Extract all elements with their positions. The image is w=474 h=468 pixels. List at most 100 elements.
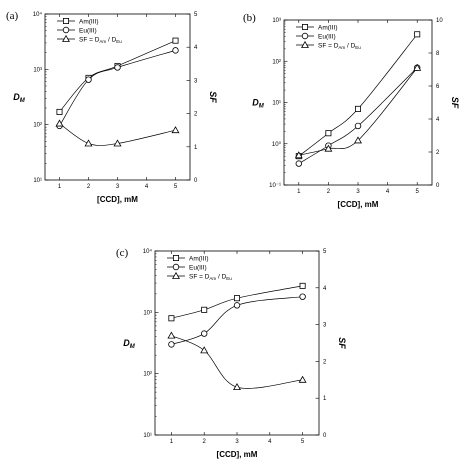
y-left-axis-title-sub: M: [20, 98, 26, 104]
chart-panel-3: (c) 1 2 3 4 5 10¹ 10² 10³ 10⁴ 0 1 2 3 4 5 [CCD], mM DM SF A…: [116, 247, 347, 459]
data-point-triangle: [324, 144, 333, 152]
y-right-tick-label: 3: [323, 323, 327, 329]
data-point-square: [325, 130, 332, 137]
x-axis-title: [CCD], mM: [97, 195, 138, 204]
legend-label-main: SF = D: [79, 36, 100, 43]
legend-label-sub2: Eu: [355, 45, 361, 50]
legend-marker-square: [301, 23, 308, 30]
y-right-tick-label: 5: [323, 249, 327, 255]
data-point-square: [414, 31, 421, 38]
y-left-tick-label: 10²: [33, 123, 42, 129]
legend-label-main: Eu(III): [189, 264, 207, 271]
series-line-square: [171, 285, 303, 319]
x-tick-label: 2: [327, 189, 331, 195]
x-tick-label: 2: [87, 184, 91, 190]
y-left-tick-label: 10²: [143, 372, 152, 378]
legend-label-main: Am(III): [318, 24, 338, 31]
data-point-triangle: [171, 126, 180, 134]
y-left-axis-title-sub: M: [130, 344, 136, 350]
y-left-axis-title-main: D: [123, 338, 130, 348]
y-right-tick-label: 5: [194, 12, 198, 18]
y-right-tick-label: 3: [194, 78, 198, 84]
y-left-axis-title-main: D: [252, 98, 259, 108]
data-point-square: [172, 37, 179, 44]
y-left-tick-label: 10³: [33, 67, 42, 73]
x-tick-label: 2: [203, 439, 207, 445]
series-line-circle: [171, 296, 303, 345]
chart-panel-1: (a) 1 2 3 4 5 10¹ 10² 10³ 10⁴ 0 1 2 3 4 5 [CCD], mM DM SF A…: [6, 10, 218, 204]
y-right-axis-title: SF: [208, 91, 218, 103]
legend-label-main: SF = D: [318, 42, 339, 49]
y-left-axis-title-main: D: [13, 92, 20, 102]
x-axis-title: [CCD], mM: [338, 200, 379, 209]
x-tick-label: 4: [145, 184, 149, 190]
series-line-circle: [298, 67, 418, 164]
series-line-square: [59, 40, 176, 113]
data-point-triangle: [55, 119, 64, 127]
y-left-tick-label: 10³: [143, 310, 152, 316]
panel-label: (b): [243, 12, 256, 24]
legend-label-main: Am(III): [79, 18, 99, 25]
y-right-tick-label: 2: [436, 150, 440, 156]
panel-label: (c): [116, 247, 129, 259]
series-line-triangle: [298, 67, 418, 156]
y-right-tick-label: 2: [194, 112, 198, 118]
series-line-square: [298, 34, 418, 157]
y-right-tick-label: 0: [194, 178, 198, 184]
legend-label-sub2: Eu: [226, 276, 232, 281]
legend-label-mid: / D: [345, 42, 355, 49]
y-left-tick-label: 10⁰: [272, 141, 282, 148]
data-point-square: [233, 295, 240, 302]
data-point-circle: [295, 160, 302, 167]
x-tick-label: 1: [58, 184, 62, 190]
legend-marker-circle: [301, 32, 309, 40]
legend-label: Am(III): [79, 18, 99, 25]
data-point-triangle: [233, 383, 241, 391]
legend-marker-square: [172, 254, 179, 261]
y-left-tick-label: 10¹: [143, 433, 152, 439]
x-tick-label: 4: [386, 189, 390, 195]
y-right-axis-title: SF: [337, 337, 347, 349]
legend-label: Am(III): [189, 255, 209, 262]
legend-marker-circle: [62, 26, 70, 34]
data-point-triangle: [200, 346, 209, 354]
x-tick-label: 5: [174, 184, 178, 190]
y-left-tick-label: 10¹: [272, 101, 281, 107]
data-point-circle: [85, 76, 92, 83]
x-tick-label: 4: [268, 439, 272, 445]
y-left-tick-label: 10²: [272, 59, 281, 65]
x-tick-label: 3: [356, 189, 360, 195]
legend-marker-square: [63, 17, 70, 24]
y-right-tick-label: 6: [436, 84, 440, 90]
x-tick-label: 1: [170, 439, 174, 445]
data-point-circle: [168, 341, 175, 348]
y-right-axis-title: SF: [450, 97, 460, 109]
legend-label: Eu(III): [79, 27, 97, 34]
legend-label-sub: Am: [209, 276, 216, 281]
y-left-top-label: 10⁴: [143, 248, 153, 255]
legend-label-main: Eu(III): [79, 27, 97, 34]
data-point-circle: [172, 47, 179, 54]
panel-label: (a): [6, 10, 19, 22]
legend-label: SF = DAm / DEu: [189, 273, 232, 281]
legend-label-main: SF = D: [189, 273, 210, 280]
x-tick-label: 1: [297, 189, 301, 195]
legend-marker-circle: [172, 263, 180, 271]
y-left-axis-title: DM: [252, 98, 265, 110]
data-point-triangle: [413, 63, 422, 71]
data-point-square: [354, 105, 361, 112]
y-right-tick-label: 4: [194, 45, 198, 51]
legend-label-sub2: Eu: [116, 39, 122, 44]
y-left-tick-label: 10¹: [33, 178, 42, 184]
data-point-circle: [299, 293, 306, 300]
y-left-axis-title: DM: [123, 338, 136, 350]
y-right-tick-label: 4: [323, 286, 327, 292]
x-tick-label: 5: [416, 189, 420, 195]
data-point-triangle: [298, 375, 307, 383]
legend-label-sub: Am: [338, 45, 345, 50]
x-axis-title: [CCD], mM: [217, 450, 258, 459]
y-right-tick-label: 2: [323, 359, 327, 365]
series-line-circle: [59, 50, 176, 127]
data-point-circle: [233, 302, 241, 309]
